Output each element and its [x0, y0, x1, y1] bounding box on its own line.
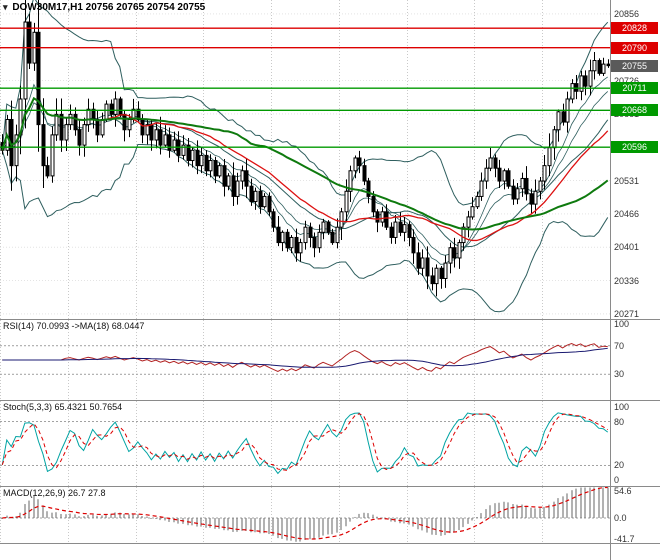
ohlc-readout: 20756 20765 20754 20755	[85, 2, 206, 13]
chart-title: ▾ DOW30M17,H1 20756 20765 20754 20755	[3, 2, 205, 13]
panel-divider[interactable]	[0, 486, 660, 487]
rsi-canvas[interactable]	[0, 320, 610, 400]
panel-divider[interactable]	[0, 400, 660, 401]
price-chart-panel: ▾ DOW30M17,H1 20756 20765 20754 20755	[0, 0, 610, 319]
rsi-title: RSI(14) 70.0993 ->MA(18) 68.0447	[3, 321, 145, 331]
stochastic-canvas[interactable]	[0, 401, 610, 486]
macd-canvas[interactable]	[0, 487, 610, 543]
rsi-panel: RSI(14) 70.0993 ->MA(18) 68.0447	[0, 320, 610, 400]
one-click-trading-icon[interactable]: ▾	[3, 2, 8, 12]
panel-divider[interactable]	[0, 319, 660, 320]
price-chart-canvas[interactable]	[0, 0, 610, 319]
symbol-timeframe-label: DOW30M17,H1	[12, 2, 83, 13]
macd-panel: MACD(12,26,9) 26.7 27.8	[0, 487, 610, 543]
macd-title: MACD(12,26,9) 26.7 27.8	[3, 488, 106, 498]
stochastic-title: Stoch(5,3,3) 65.4321 50.7654	[3, 402, 123, 412]
panel-divider[interactable]	[0, 543, 660, 544]
time-axis[interactable]: 5 Apr 20176 Apr 18:0010 Apr 04:0011 Apr …	[0, 544, 660, 560]
stochastic-panel: Stoch(5,3,3) 65.4321 50.7654	[0, 401, 610, 486]
price-axis-column[interactable]	[610, 0, 660, 560]
